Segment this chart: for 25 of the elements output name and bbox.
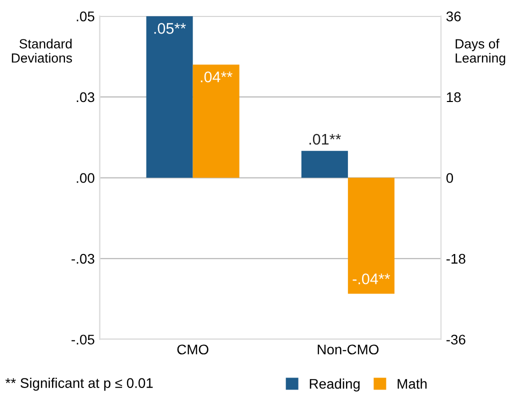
data-label: .05** [154,23,186,34]
y-tick-label: .03 [76,92,94,102]
bar [146,16,193,178]
x-tick-label: CMO [177,344,208,354]
y-tick-label: .05 [76,11,94,22]
data-label: -.04** [352,273,390,284]
y2-tick-label: 36 [446,11,461,22]
bar [348,178,394,294]
bar [301,150,348,178]
y-axis-title: Standard Deviations [12,38,72,63]
x-tick-label: Non-CMO [318,344,379,354]
y-tick-label: -.03 [72,254,94,264]
y2-tick-label: -18 [446,254,466,264]
y2-tick-label: 0 [446,173,454,183]
y2-axis-title: Days of Learning [456,38,506,66]
y2-tick-label: -36 [446,334,466,345]
legend-label: Reading [310,378,360,392]
bar [192,64,240,178]
y-tick-label: -.05 [72,334,94,345]
y2-tick-label: 18 [446,92,461,102]
y-tick-label: .00 [76,173,94,183]
data-label: .01** [309,134,341,145]
legend-label: Math [398,378,427,389]
text: ** Significant at p ≤ 0.01 [5,378,153,391]
data-label: .04** [200,72,232,82]
